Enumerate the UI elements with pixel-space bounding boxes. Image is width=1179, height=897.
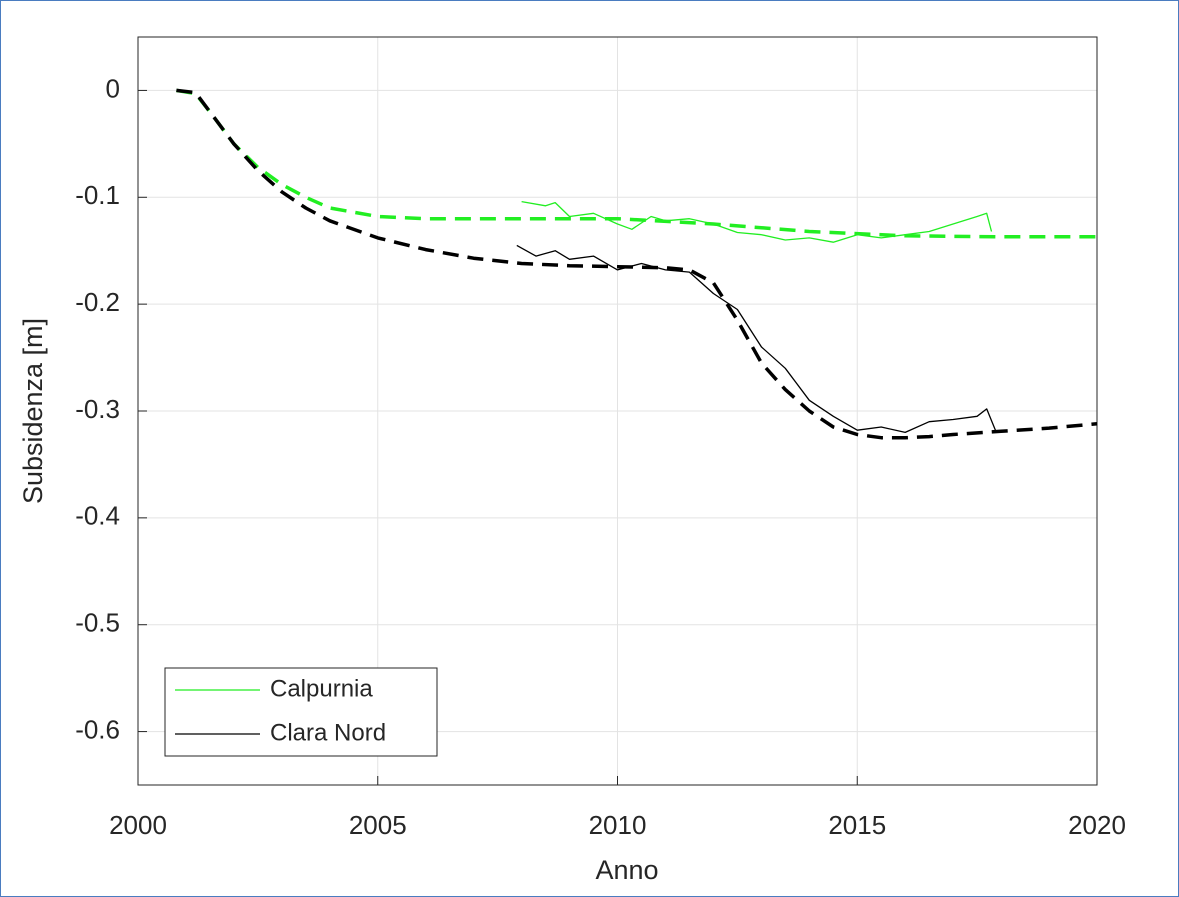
- legend-label: Clara Nord: [270, 719, 386, 746]
- y-tick-label: -0.2: [75, 287, 120, 317]
- x-tick-label: 2020: [1068, 810, 1126, 840]
- legend-label: Calpurnia: [270, 675, 373, 702]
- x-tick-label: 2015: [828, 810, 886, 840]
- y-tick-label: -0.4: [75, 501, 120, 531]
- y-tick-label: -0.5: [75, 608, 120, 638]
- y-tick-label: -0.1: [75, 180, 120, 210]
- data-line: [521, 200, 993, 243]
- x-axis-label: Anno: [595, 855, 658, 885]
- legend-box: [164, 667, 438, 757]
- y-tick-label: -0.3: [75, 394, 120, 424]
- y-axis-label: Subsidenza [m]: [18, 318, 48, 504]
- x-tick-label: 2000: [109, 810, 167, 840]
- y-tick-label: 0: [106, 73, 120, 103]
- y-tick-label: -0.6: [75, 714, 120, 744]
- plot-border: [137, 36, 1098, 786]
- data-line: [516, 244, 997, 434]
- x-tick-label: 2010: [589, 810, 647, 840]
- x-tick-label: 2005: [349, 810, 407, 840]
- model-line: [176, 88, 1097, 239]
- model-line: [176, 88, 1098, 440]
